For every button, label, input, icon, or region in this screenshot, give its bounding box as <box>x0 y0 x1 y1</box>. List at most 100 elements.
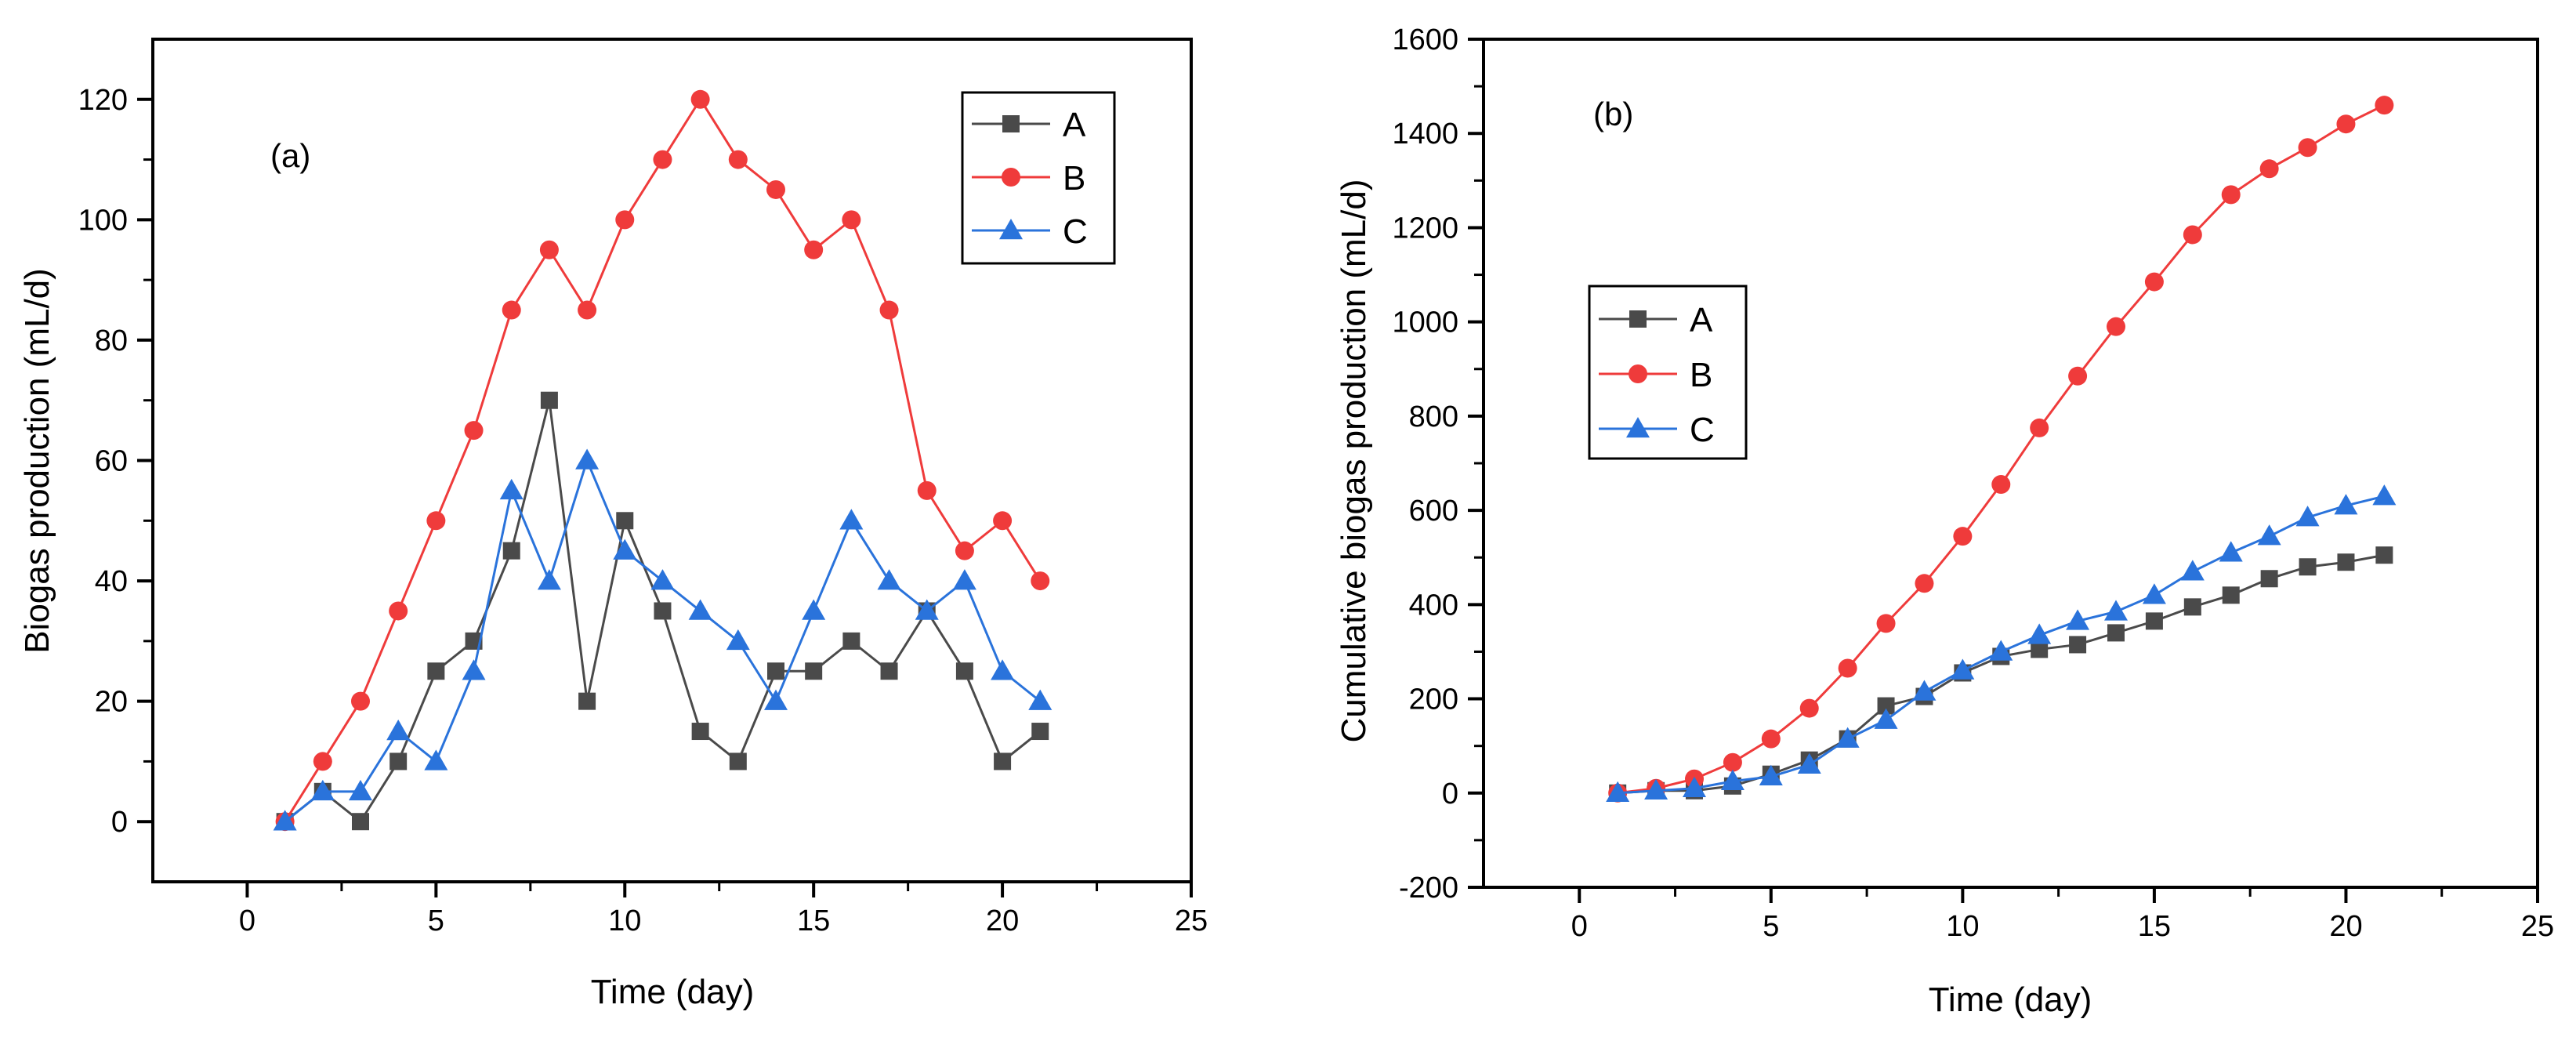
series-B <box>275 89 1050 832</box>
data-point-B <box>1838 658 1857 678</box>
legend-entry-C: C <box>1599 411 1715 449</box>
data-point-B <box>351 691 370 711</box>
data-point-A <box>427 662 445 680</box>
y-tick-label: 0 <box>1442 778 1458 810</box>
series-C <box>273 448 1053 831</box>
data-point-C <box>273 810 297 831</box>
data-point-B <box>1953 527 1973 546</box>
data-point-B <box>766 179 785 199</box>
data-point-A <box>729 752 747 770</box>
data-point-A <box>1031 723 1049 741</box>
data-point-C <box>1874 708 1898 729</box>
data-point-B <box>578 300 597 320</box>
data-point-C <box>1028 689 1053 710</box>
data-point-A <box>2107 624 2125 642</box>
chart-panel-b: 0 5 10 15 20 25 -200 0 200 400 600 800 1000 1200 1400 1… <box>1335 24 2554 1019</box>
y-tick-label: 1400 <box>1392 118 1458 150</box>
legend-entry-B: B <box>972 159 1085 198</box>
data-point-C <box>2180 560 2205 581</box>
legend-label-A: A <box>1063 106 1086 144</box>
y-tick-label: 800 <box>1409 401 1458 433</box>
data-point-C <box>688 599 712 620</box>
x-tick-label: 5 <box>428 905 444 937</box>
data-point-A <box>654 602 672 620</box>
data-point-A <box>955 662 973 680</box>
legend-marker-A <box>1629 310 1647 328</box>
data-point-B <box>2336 114 2356 134</box>
data-point-C <box>1912 680 1937 701</box>
axis-tick-labels-a: 0 5 10 15 20 25 0 20 40 60 80 100 120 <box>78 84 1208 937</box>
data-point-C <box>575 448 600 470</box>
data-point-C <box>726 629 750 651</box>
data-point-B <box>879 300 899 320</box>
data-point-B <box>2221 185 2241 205</box>
data-point-C <box>537 569 561 590</box>
data-point-A <box>2299 558 2317 576</box>
legend-marker-C <box>1626 417 1650 438</box>
series-A <box>276 391 1049 831</box>
y-tick-label: 120 <box>78 84 128 117</box>
data-point-C <box>2027 623 2052 644</box>
x-tick-label: 10 <box>1946 910 1979 943</box>
axis-ticks-a <box>137 97 1193 897</box>
data-point-C <box>2334 494 2358 515</box>
y-tick-label: 1600 <box>1392 24 1458 56</box>
data-point-C <box>2142 583 2166 604</box>
data-point-B <box>2375 96 2394 115</box>
x-tick-label: 25 <box>1175 905 1208 937</box>
data-point-B <box>2107 317 2125 336</box>
data-point-C <box>1951 658 1975 680</box>
x-tick-label: 20 <box>2329 910 2362 943</box>
data-point-A <box>616 512 634 530</box>
data-point-B <box>1723 752 1742 772</box>
series-C <box>1606 484 2397 803</box>
x-tick-label: 10 <box>608 905 641 937</box>
data-point-A <box>2222 586 2240 604</box>
data-point-B <box>2144 272 2164 292</box>
data-point-C <box>1989 640 2013 661</box>
y-tick-label: 400 <box>1409 589 1458 622</box>
legend-box-b <box>1588 285 1748 460</box>
legend-marker-A <box>1002 115 1020 132</box>
data-point-C <box>1835 727 1860 748</box>
data-point-C <box>2219 541 2243 562</box>
data-point-B <box>502 300 521 320</box>
data-point-C <box>764 689 788 710</box>
data-point-A <box>389 752 408 770</box>
data-point-B <box>2259 159 2279 179</box>
legend-marker-B <box>1629 364 1647 383</box>
data-point-A <box>2069 636 2087 654</box>
y-tick-label: 100 <box>78 204 128 237</box>
y-tick-label: 1000 <box>1392 306 1458 339</box>
data-point-C <box>915 599 939 620</box>
y-tick-label: 1200 <box>1392 212 1458 245</box>
legend-label-C: C <box>1063 212 1088 251</box>
data-point-C <box>499 478 524 500</box>
legend-label-B: B <box>1690 356 1712 394</box>
panel-label-b: (b) <box>1593 96 1633 132</box>
data-point-A <box>540 391 558 409</box>
data-point-B <box>2068 366 2088 386</box>
data-point-C <box>1797 752 1821 774</box>
data-point-A <box>578 692 596 710</box>
data-point-A <box>2337 553 2355 571</box>
legend-marker-C <box>999 219 1023 240</box>
data-point-B <box>955 541 974 560</box>
y-tick-label: 60 <box>95 445 128 478</box>
data-point-A <box>2375 546 2393 564</box>
data-point-B <box>1915 574 1934 593</box>
data-point-C <box>2257 524 2281 546</box>
data-point-C <box>386 720 411 741</box>
data-point-B <box>1876 614 1896 633</box>
data-point-C <box>424 749 448 770</box>
data-point-C <box>1606 781 1630 803</box>
data-point-C <box>1759 764 1783 785</box>
data-point-C <box>650 569 675 590</box>
data-point-C <box>802 599 826 620</box>
data-point-C <box>613 538 637 560</box>
data-point-B <box>426 511 446 531</box>
data-point-B <box>804 240 824 259</box>
data-point-A <box>805 662 823 680</box>
y-tick-label: 40 <box>95 565 128 598</box>
x-tick-label: 25 <box>2521 910 2554 943</box>
